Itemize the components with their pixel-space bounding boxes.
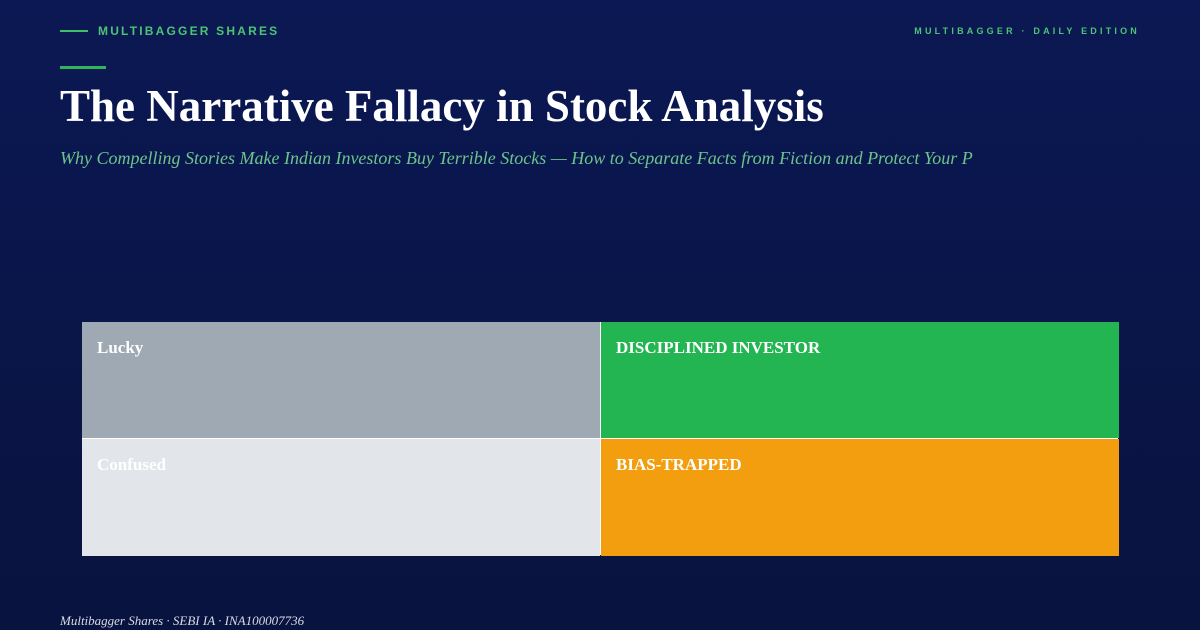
edition: MULTIBAGGER · DAILY EDITION <box>914 26 1140 36</box>
quadrant: BIAS-TRAPPED <box>601 439 1119 556</box>
quadrant-grid: Lucky DISCIPLINED INVESTOR Confused BIAS-TR… <box>82 322 1119 556</box>
brand-dash <box>60 30 88 32</box>
quadrant-label: DISCIPLINED INVESTOR <box>616 338 821 357</box>
brand-name: MULTIBAGGER SHARES <box>98 24 280 38</box>
footer: Multibagger Shares · SEBI IA · INA100007… <box>60 613 305 628</box>
quadrant: Confused <box>82 439 600 556</box>
quadrant-label: Confused <box>97 455 166 474</box>
brand: MULTIBAGGER SHARES <box>60 24 279 38</box>
quadrant: DISCIPLINED INVESTOR <box>601 322 1119 438</box>
title: The Narrative Fallacy in Stock Analysis <box>60 81 824 131</box>
quadrant-label: BIAS-TRAPPED <box>616 455 742 474</box>
quadrant: Lucky <box>82 322 600 438</box>
quadrant-label: Lucky <box>97 338 144 357</box>
accent-rule <box>60 66 106 69</box>
subtitle: Why Compelling Stories Make Indian Inves… <box>60 148 973 168</box>
